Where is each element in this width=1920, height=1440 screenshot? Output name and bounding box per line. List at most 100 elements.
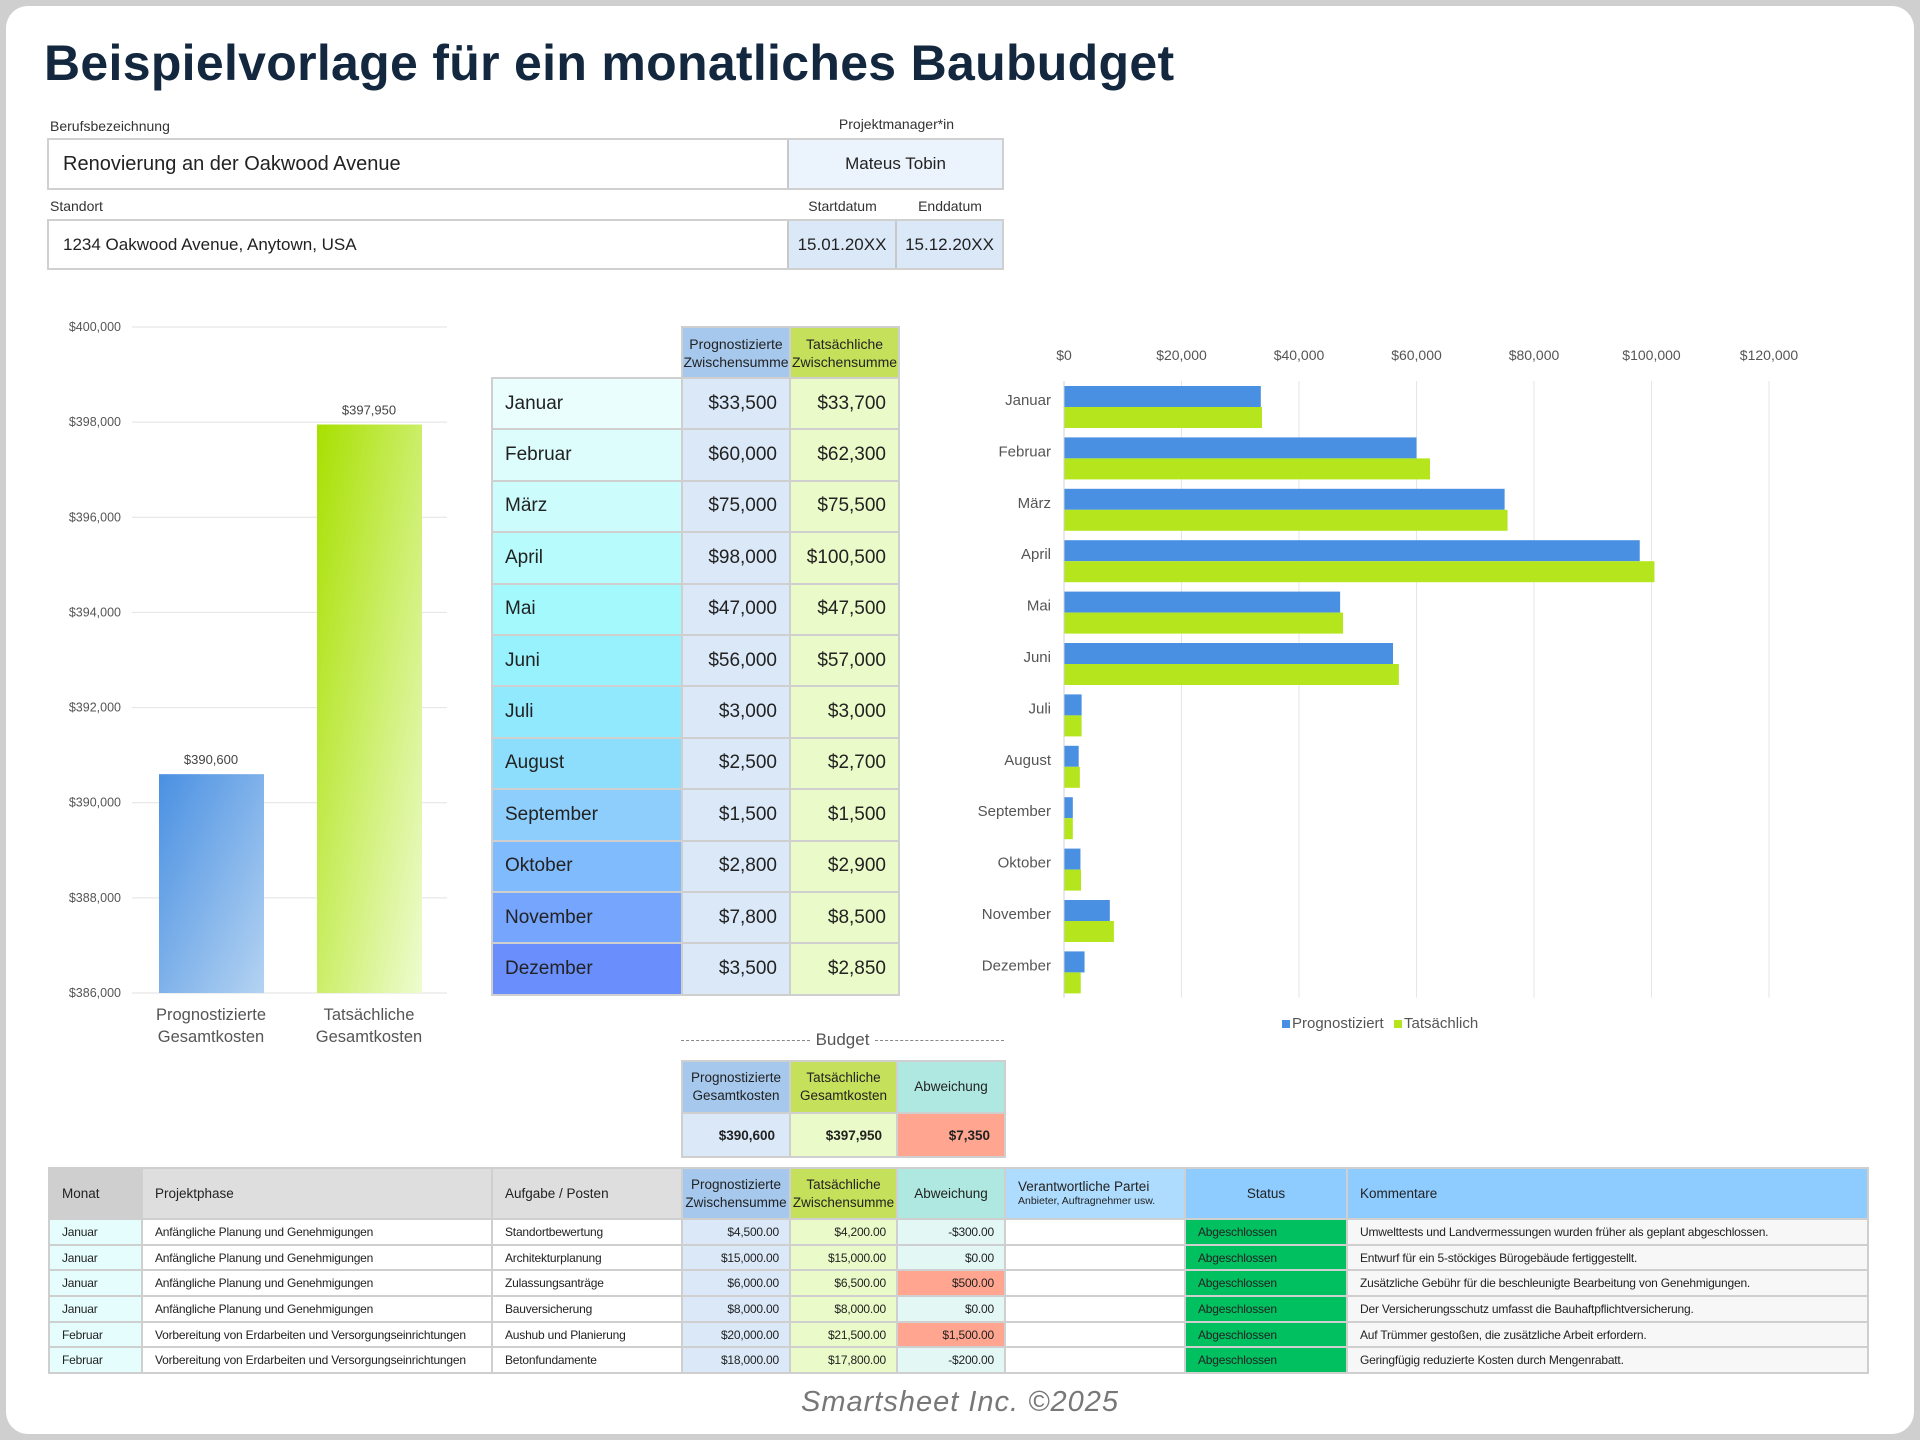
bar-forecast — [1064, 591, 1341, 613]
month-name: Januar — [491, 376, 683, 431]
actual-cell: $4,200.00 — [789, 1218, 898, 1246]
column-bar — [159, 774, 264, 993]
footer-copyright: Smartsheet Inc. ©2025 — [800, 1386, 1120, 1418]
line-item-row: Februar Vorbereitung von Erdarbeiten und … — [48, 1320, 1869, 1349]
category-label: Mai — [1027, 598, 1051, 615]
end-date-field[interactable]: 15.12.20XX — [895, 221, 1002, 268]
forecast-cell: $18,000.00 — [681, 1346, 791, 1375]
bar-forecast — [1064, 694, 1082, 716]
x-tick-label: $120,000 — [1740, 347, 1799, 363]
data-label: $390,600 — [184, 752, 238, 767]
responsible-party-cell[interactable] — [1004, 1218, 1186, 1246]
budget-caption: Budget — [681, 1030, 1005, 1050]
header-month: Monat — [48, 1167, 143, 1220]
month-row: November $7,800 $8,500 — [491, 890, 900, 945]
actual-subtotal: $75,500 — [789, 479, 900, 534]
comment-cell: Umwelttests und Landvermessungen wurden … — [1346, 1218, 1869, 1246]
bar-forecast — [1064, 437, 1417, 459]
category-label: August — [1004, 752, 1052, 769]
actual-cell: $6,500.00 — [789, 1269, 898, 1298]
category-label: Tatsächliche — [324, 1006, 415, 1024]
forecast-subtotal: $1,500 — [681, 788, 791, 842]
month-cell: Februar — [48, 1346, 143, 1375]
forecast-cell: $15,000.00 — [681, 1243, 791, 1272]
x-tick-label: $0 — [1056, 347, 1072, 363]
month-row: Juni $56,000 $57,000 — [491, 633, 900, 688]
x-tick-label: $100,000 — [1622, 347, 1681, 363]
month-name: Juli — [491, 685, 683, 739]
bar-actual — [1064, 766, 1080, 788]
forecast-subtotal: $98,000 — [681, 531, 791, 585]
bar-forecast — [1064, 900, 1110, 921]
header-comments: Kommentare — [1346, 1167, 1869, 1220]
y-tick-label: $390,000 — [69, 796, 121, 810]
category-label: Februar — [998, 443, 1051, 460]
bar-actual — [1064, 972, 1081, 994]
header-actual-subtotal: Tatsächliche Zwischensumme — [789, 326, 900, 379]
variance-value: $7,350 — [896, 1112, 1006, 1158]
header-variance: Abweichung — [896, 1167, 1006, 1220]
month-row: September $1,500 $1,500 — [491, 788, 900, 842]
comment-cell: Entwurf für ein 5-stöckiges Bürogebäude … — [1346, 1243, 1869, 1272]
month-name: Juni — [491, 633, 683, 688]
data-label: $397,950 — [342, 403, 396, 418]
total-cost-column-chart: $386,000 $388,000 $390,000 $392,000 $394,000… — [69, 320, 447, 1046]
page-title: Beispielvorlage für ein monatliches Baub… — [44, 35, 1175, 91]
actual-subtotal: $62,300 — [789, 428, 900, 482]
task-cell: Bauversicherung — [491, 1295, 683, 1323]
status-cell: Abgeschlossen — [1184, 1320, 1348, 1349]
budget-table: Prognostizierte Gesamtkosten Tatsächlich… — [681, 1060, 1006, 1158]
y-tick-label: $386,000 — [69, 986, 121, 1000]
variance-cell: $0.00 — [896, 1243, 1006, 1272]
responsible-party-cell[interactable] — [1004, 1346, 1186, 1375]
y-tick-label: $398,000 — [69, 415, 121, 429]
phase-cell: Vorbereitung von Erdarbeiten und Versorg… — [141, 1320, 493, 1349]
start-date-field[interactable]: 15.01.20XX — [787, 221, 895, 268]
bar-forecast — [1064, 386, 1261, 407]
month-row: Oktober $2,800 $2,900 — [491, 839, 900, 893]
comment-cell: Geringfügig reduzierte Kosten durch Meng… — [1346, 1346, 1869, 1375]
category-label: März — [1018, 495, 1051, 512]
month-row: August $2,500 $2,700 — [491, 736, 900, 791]
month-name: März — [491, 479, 683, 534]
header-forecast-total: Prognostizierte Gesamtkosten — [681, 1060, 791, 1114]
responsible-party-cell[interactable] — [1004, 1320, 1186, 1349]
status-cell: Abgeschlossen — [1184, 1269, 1348, 1298]
category-label: Gesamtkosten — [158, 1028, 264, 1046]
legend-swatch — [1394, 1020, 1402, 1028]
month-row: Mai $47,000 $47,500 — [491, 582, 900, 636]
month-name: Dezember — [491, 942, 683, 996]
line-item-row: Januar Anfängliche Planung und Genehmigun… — [48, 1269, 1869, 1298]
actual-cell: $17,800.00 — [789, 1346, 898, 1375]
divider — [681, 1039, 810, 1041]
y-tick-label: $400,000 — [69, 320, 121, 334]
bar-actual — [1064, 921, 1114, 942]
variance-cell: -$200.00 — [896, 1346, 1006, 1375]
actual-subtotal: $33,700 — [789, 376, 900, 431]
bar-forecast — [1064, 848, 1081, 870]
month-row: April $98,000 $100,500 — [491, 531, 900, 585]
forecast-subtotal: $60,000 — [681, 428, 791, 482]
month-cell: Januar — [48, 1269, 143, 1298]
responsible-party-cell[interactable] — [1004, 1295, 1186, 1323]
y-tick-label: $392,000 — [69, 701, 121, 715]
bar-forecast — [1064, 797, 1073, 819]
manager-field[interactable]: Mateus Tobin — [787, 140, 1002, 188]
category-label: Oktober — [998, 855, 1051, 872]
responsible-party-cell[interactable] — [1004, 1243, 1186, 1272]
phase-cell: Vorbereitung von Erdarbeiten und Versorg… — [141, 1346, 493, 1375]
job-title-label: Berufsbezeichnung — [50, 118, 170, 134]
month-cell: Januar — [48, 1218, 143, 1246]
actual-subtotal: $57,000 — [789, 633, 900, 688]
location-field[interactable]: 1234 Oakwood Avenue, Anytown, USA — [63, 234, 357, 254]
bar-actual — [1064, 715, 1082, 737]
forecast-cell: $8,000.00 — [681, 1295, 791, 1323]
forecast-cell: $6,000.00 — [681, 1269, 791, 1298]
bar-forecast — [1064, 488, 1505, 510]
job-title-field[interactable]: Renovierung an der Oakwood Avenue — [63, 152, 401, 175]
responsible-party-cell[interactable] — [1004, 1269, 1186, 1298]
category-label: Juli — [1028, 700, 1051, 717]
category-label: Prognostizierte — [156, 1006, 266, 1024]
variance-cell: $0.00 — [896, 1295, 1006, 1323]
bar-actual — [1064, 664, 1399, 685]
